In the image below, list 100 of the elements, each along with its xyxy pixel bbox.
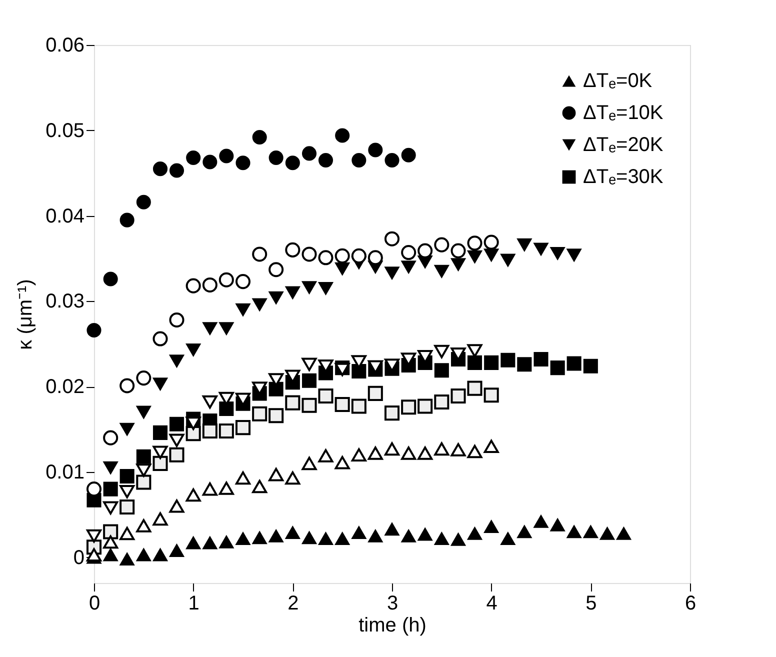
- point: [219, 322, 234, 335]
- point: [169, 416, 184, 432]
- point: [418, 528, 432, 541]
- point: [352, 364, 366, 378]
- point: [302, 246, 317, 262]
- point: [186, 416, 201, 430]
- point: [401, 148, 416, 162]
- point: [219, 536, 234, 548]
- point: [467, 444, 482, 458]
- point: [152, 331, 168, 346]
- point: [235, 471, 251, 485]
- point: [318, 282, 334, 295]
- point: [235, 274, 251, 290]
- point: [302, 398, 317, 413]
- y-axis-title: κ (μm⁻¹): [14, 279, 37, 350]
- point: [335, 532, 350, 545]
- point: [534, 242, 548, 256]
- point: [252, 480, 268, 494]
- x-tick-label: 2: [288, 592, 299, 614]
- point: [484, 234, 499, 250]
- point: [268, 291, 284, 304]
- point: [103, 501, 118, 514]
- point: [467, 236, 482, 251]
- point: [517, 525, 532, 538]
- point: [434, 532, 449, 545]
- point: [285, 526, 300, 540]
- x-axis-title: time (h): [358, 614, 426, 636]
- point: [252, 298, 267, 311]
- point: [169, 163, 184, 178]
- point: [351, 448, 366, 462]
- point: [136, 194, 151, 210]
- point: [517, 357, 532, 372]
- point: [334, 456, 350, 470]
- x-tick-label: 0: [88, 592, 100, 614]
- point: [120, 212, 134, 228]
- point: [384, 442, 400, 456]
- point: [484, 440, 499, 454]
- point: [152, 425, 168, 440]
- point: [351, 248, 366, 264]
- x-tick-label: 1: [188, 592, 200, 614]
- point: [550, 246, 565, 260]
- point: [186, 536, 201, 550]
- point: [450, 388, 466, 404]
- point: [418, 398, 433, 414]
- point: [450, 258, 466, 271]
- point: [103, 272, 118, 286]
- point: [534, 352, 548, 367]
- point: [120, 499, 135, 515]
- point: [219, 148, 234, 164]
- y-tick-label: 0.03: [46, 290, 84, 313]
- point: [235, 420, 251, 436]
- point: [302, 281, 317, 294]
- point: [368, 142, 383, 158]
- point: [103, 482, 118, 496]
- point: [368, 386, 383, 401]
- point: [450, 243, 466, 258]
- point: [335, 128, 350, 143]
- legend-label: ΔTₑ=20K: [583, 134, 664, 156]
- point: [467, 527, 482, 540]
- point: [169, 544, 184, 557]
- point: [318, 250, 334, 266]
- x-tick-label: 5: [586, 592, 597, 614]
- point: [169, 312, 184, 328]
- point: [450, 443, 466, 456]
- point: [368, 446, 383, 460]
- point: [202, 482, 218, 496]
- point: [583, 358, 598, 374]
- point: [202, 277, 218, 292]
- point: [318, 449, 334, 462]
- point: [86, 529, 102, 543]
- point: [318, 153, 334, 168]
- point: [467, 344, 482, 358]
- y-tick-label: 0.04: [46, 205, 84, 228]
- point: [120, 468, 134, 484]
- point: [86, 482, 102, 497]
- point: [268, 382, 284, 396]
- x-tick-label: 6: [684, 592, 696, 614]
- point: [368, 530, 383, 542]
- point: [236, 303, 250, 316]
- point: [152, 446, 168, 459]
- point: [120, 552, 134, 566]
- point: [434, 237, 450, 252]
- point: [334, 248, 350, 264]
- point: [202, 154, 218, 170]
- x-tick-label: 3: [386, 592, 398, 614]
- point: [186, 150, 201, 165]
- point: [318, 388, 334, 404]
- point: [384, 522, 400, 536]
- point: [484, 248, 499, 262]
- point: [152, 512, 168, 526]
- point: [418, 243, 433, 258]
- point: [86, 322, 102, 338]
- point: [302, 146, 317, 161]
- point: [152, 548, 168, 562]
- point: [236, 156, 250, 170]
- point: [202, 536, 218, 550]
- point: [467, 355, 482, 370]
- point: [218, 272, 234, 288]
- point: [401, 530, 416, 542]
- point: [169, 499, 184, 513]
